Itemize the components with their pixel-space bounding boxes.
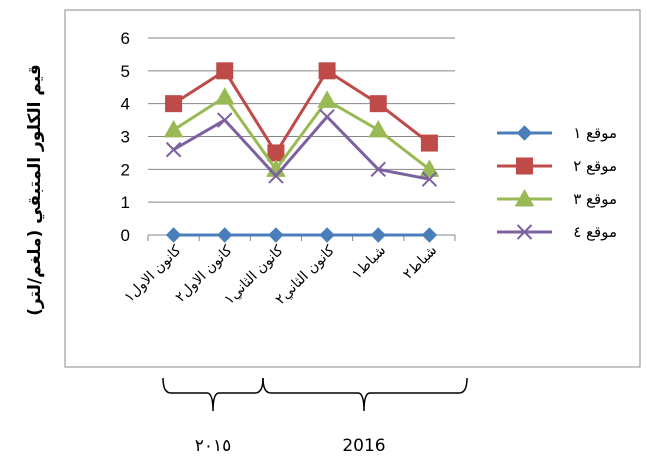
- series-4: [165, 109, 438, 187]
- y-tick-label: 2: [121, 160, 130, 179]
- data-point: [419, 159, 440, 177]
- data-point: [421, 227, 438, 243]
- data-point: [267, 144, 285, 162]
- legend-label: موقع ١: [573, 124, 617, 142]
- data-point: [368, 119, 389, 138]
- legend-label: موقع ٣: [573, 190, 617, 208]
- data-point: [268, 227, 284, 243]
- data-point: [214, 87, 235, 105]
- data-point: [163, 119, 184, 138]
- data-point-stroke: [370, 161, 386, 178]
- series-layer: [163, 62, 440, 243]
- legend-item: موقع ٣: [497, 188, 617, 208]
- data-point-stroke: [268, 168, 284, 184]
- y-tick-label: 5: [121, 62, 130, 81]
- data-point: [514, 188, 535, 207]
- y-tick-label: 1: [121, 193, 130, 212]
- data-point: [516, 157, 533, 175]
- year-bracket: 2016: [262, 377, 468, 456]
- data-point: [165, 95, 183, 113]
- data-point: [217, 112, 233, 128]
- chart-frame: [64, 9, 641, 368]
- legend-item: موقع ١: [497, 124, 617, 142]
- data-point: [318, 62, 336, 80]
- data-point: [319, 109, 335, 125]
- data-point: [165, 227, 182, 243]
- data-point: [516, 224, 533, 240]
- series-2: [165, 62, 438, 162]
- data-point: [217, 227, 233, 243]
- series-1: [165, 227, 438, 243]
- year-label: ٢٠١٥: [195, 436, 232, 456]
- data-point: [370, 161, 386, 178]
- data-point: [165, 141, 182, 158]
- bracket-shape: [262, 377, 468, 412]
- data-point: [268, 168, 284, 184]
- data-point: [319, 227, 335, 243]
- bracket-shape: [162, 377, 264, 412]
- series-line: [172, 115, 430, 181]
- year-label: 2016: [342, 436, 385, 456]
- y-axis-ticks: 0 1 2 3 4 5 6: [121, 29, 130, 245]
- data-point-stroke: [165, 141, 182, 158]
- data-point: [420, 134, 438, 152]
- legend-item: موقع ٤: [497, 223, 617, 241]
- series-line: [172, 69, 431, 155]
- data-point-stroke: [217, 112, 233, 128]
- data-point: [370, 227, 386, 243]
- y-tick-label: 3: [121, 128, 130, 147]
- legend-item: موقع ٢: [497, 157, 617, 175]
- data-point-stroke: [516, 224, 533, 240]
- data-point: [369, 95, 387, 113]
- data-point: [317, 90, 337, 108]
- y-tick-label: 4: [121, 95, 130, 114]
- data-point: [421, 171, 438, 187]
- legend-label: موقع ٢: [573, 157, 617, 175]
- data-point: [516, 125, 533, 141]
- data-point-stroke: [421, 171, 438, 187]
- y-tick-label: 6: [121, 29, 130, 48]
- y-axis-label: قيم الكلور المتبقي (ملغم/لتر): [25, 64, 45, 316]
- y-tick-label: 0: [121, 226, 130, 245]
- data-point-stroke: [319, 109, 335, 125]
- legend: موقع ١ موقع ٢ موقع ٣ موقع ٤: [497, 124, 617, 241]
- year-bracket: ٢٠١٥: [162, 377, 264, 456]
- data-point: [216, 62, 234, 80]
- legend-label: موقع ٤: [573, 223, 617, 241]
- year-brackets: ٢٠١٥ 2016: [162, 377, 468, 456]
